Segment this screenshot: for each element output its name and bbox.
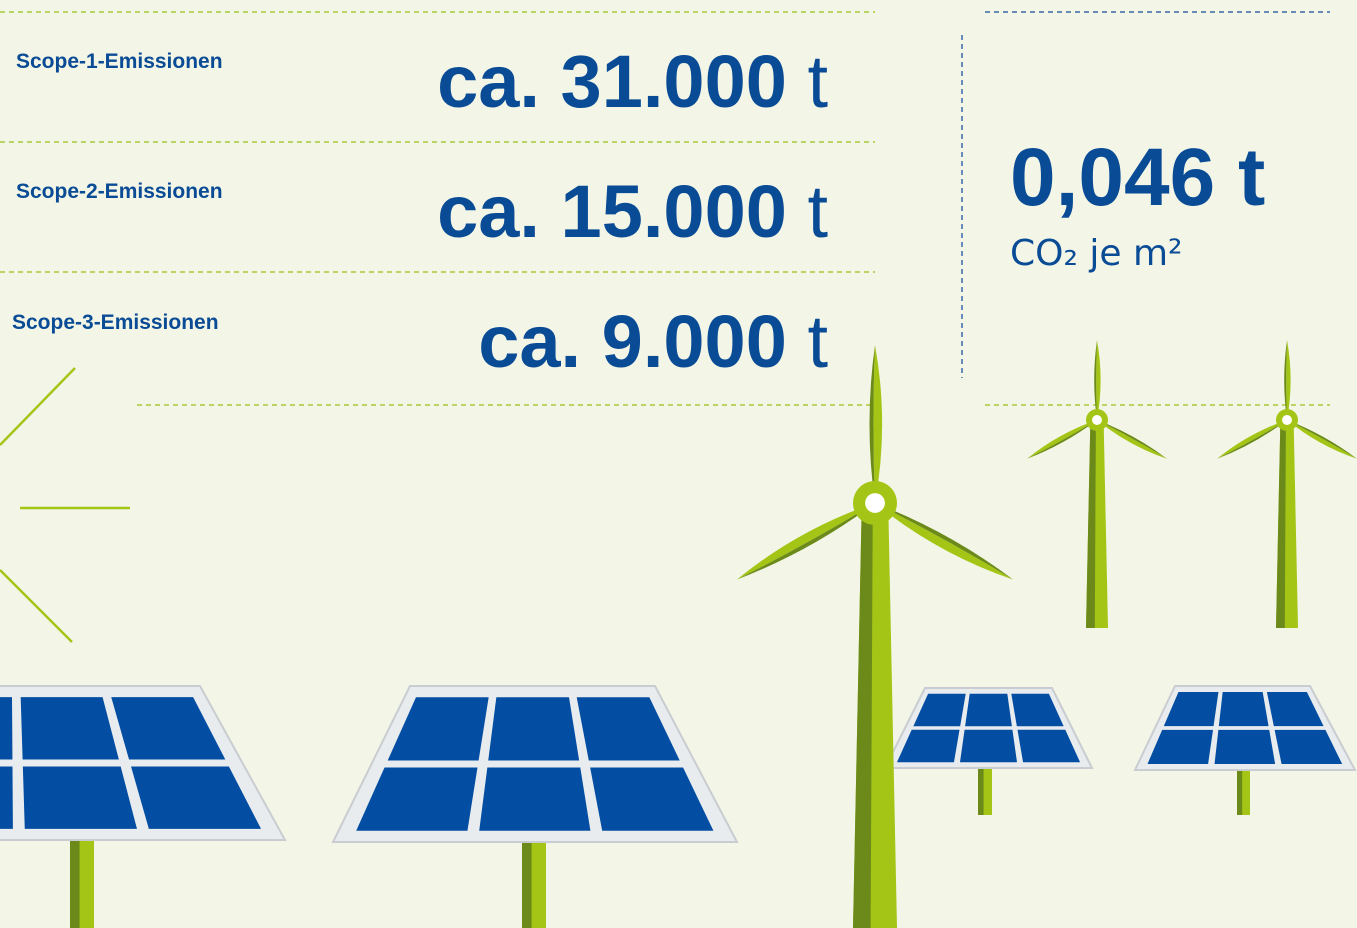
blade xyxy=(1287,420,1357,459)
hub-center xyxy=(1282,415,1292,425)
blade xyxy=(875,503,1014,580)
blade-dark xyxy=(1027,420,1097,459)
panel-cell xyxy=(111,697,226,760)
panel-cell xyxy=(965,693,1012,727)
panel-cell xyxy=(590,767,714,831)
row-value: ca. 15.000 t xyxy=(437,170,828,253)
blade xyxy=(1027,420,1097,459)
blade-dark xyxy=(875,503,1014,580)
row-label: Scope-3-Emissionen xyxy=(12,311,219,334)
blade-dark xyxy=(869,345,875,503)
panel-cell xyxy=(1147,729,1214,764)
unit: t xyxy=(807,40,828,123)
blade xyxy=(1284,340,1291,420)
panel-cell xyxy=(1266,692,1324,727)
panel-cell xyxy=(356,767,478,831)
blade-light xyxy=(1287,420,1357,459)
hub-center xyxy=(1092,415,1102,425)
pole-shade xyxy=(70,838,80,928)
value: ca. 15.000 xyxy=(437,170,787,253)
tower-shade xyxy=(1276,420,1286,628)
blade-light xyxy=(1096,340,1101,420)
row-label: Scope-2-Emissionen xyxy=(16,180,223,203)
ray xyxy=(0,367,76,446)
dividers xyxy=(0,11,1330,406)
row-label: Scope-1-Emissionen xyxy=(16,50,223,73)
blade-light xyxy=(1286,340,1291,420)
panel-cell xyxy=(387,697,489,761)
panel-cell xyxy=(1214,729,1276,764)
blade-light xyxy=(736,503,875,580)
panel-cell xyxy=(1011,693,1064,727)
blade-dark xyxy=(1284,340,1287,420)
blade xyxy=(736,503,875,580)
panel-cell xyxy=(576,697,680,761)
pole-shade xyxy=(1237,768,1243,815)
blade-dark xyxy=(1097,420,1167,459)
pole-shade xyxy=(978,766,984,815)
panel-cell xyxy=(1163,692,1219,727)
panel-cell xyxy=(896,729,960,763)
panel-cell xyxy=(1017,729,1081,763)
intensity-value: 0,046 t xyxy=(1010,132,1265,223)
row-value: ca. 9.000 t xyxy=(478,300,828,383)
blade xyxy=(869,345,883,503)
blade xyxy=(1097,420,1167,459)
blade-dark xyxy=(1217,420,1287,459)
blade xyxy=(1217,420,1287,459)
value: ca. 9.000 xyxy=(478,300,787,383)
tower-shade xyxy=(853,503,873,928)
blade-light xyxy=(873,345,883,503)
sun-rays xyxy=(0,367,130,643)
blade-dark xyxy=(1094,340,1097,420)
panel-cell xyxy=(22,766,137,829)
panel-cell xyxy=(0,697,13,760)
tower-shade xyxy=(1086,420,1096,628)
blade-light xyxy=(1027,420,1097,459)
panel-cell xyxy=(1218,692,1269,727)
panel-cell xyxy=(20,697,119,760)
unit: t xyxy=(807,170,828,253)
panel-cell xyxy=(959,729,1018,763)
blade-light xyxy=(875,503,1014,580)
blade-dark xyxy=(736,503,875,580)
hub-center xyxy=(865,493,885,513)
value: ca. 31.000 xyxy=(437,40,787,123)
illustration xyxy=(0,340,1357,928)
panel-cell xyxy=(0,766,13,829)
pole-shade xyxy=(522,840,532,928)
intensity-caption: CO₂ je m² xyxy=(1010,233,1182,274)
row-value: ca. 31.000 t xyxy=(437,40,828,123)
panel-cell xyxy=(1274,729,1343,764)
panel-cell xyxy=(479,767,591,831)
panel-cell xyxy=(488,697,580,761)
blade xyxy=(1094,340,1101,420)
ray xyxy=(0,569,73,643)
blade-light xyxy=(1097,420,1167,459)
unit: t xyxy=(807,300,828,383)
blade-light xyxy=(1217,420,1287,459)
panel-cell xyxy=(131,766,262,829)
panel-cell xyxy=(913,693,966,727)
